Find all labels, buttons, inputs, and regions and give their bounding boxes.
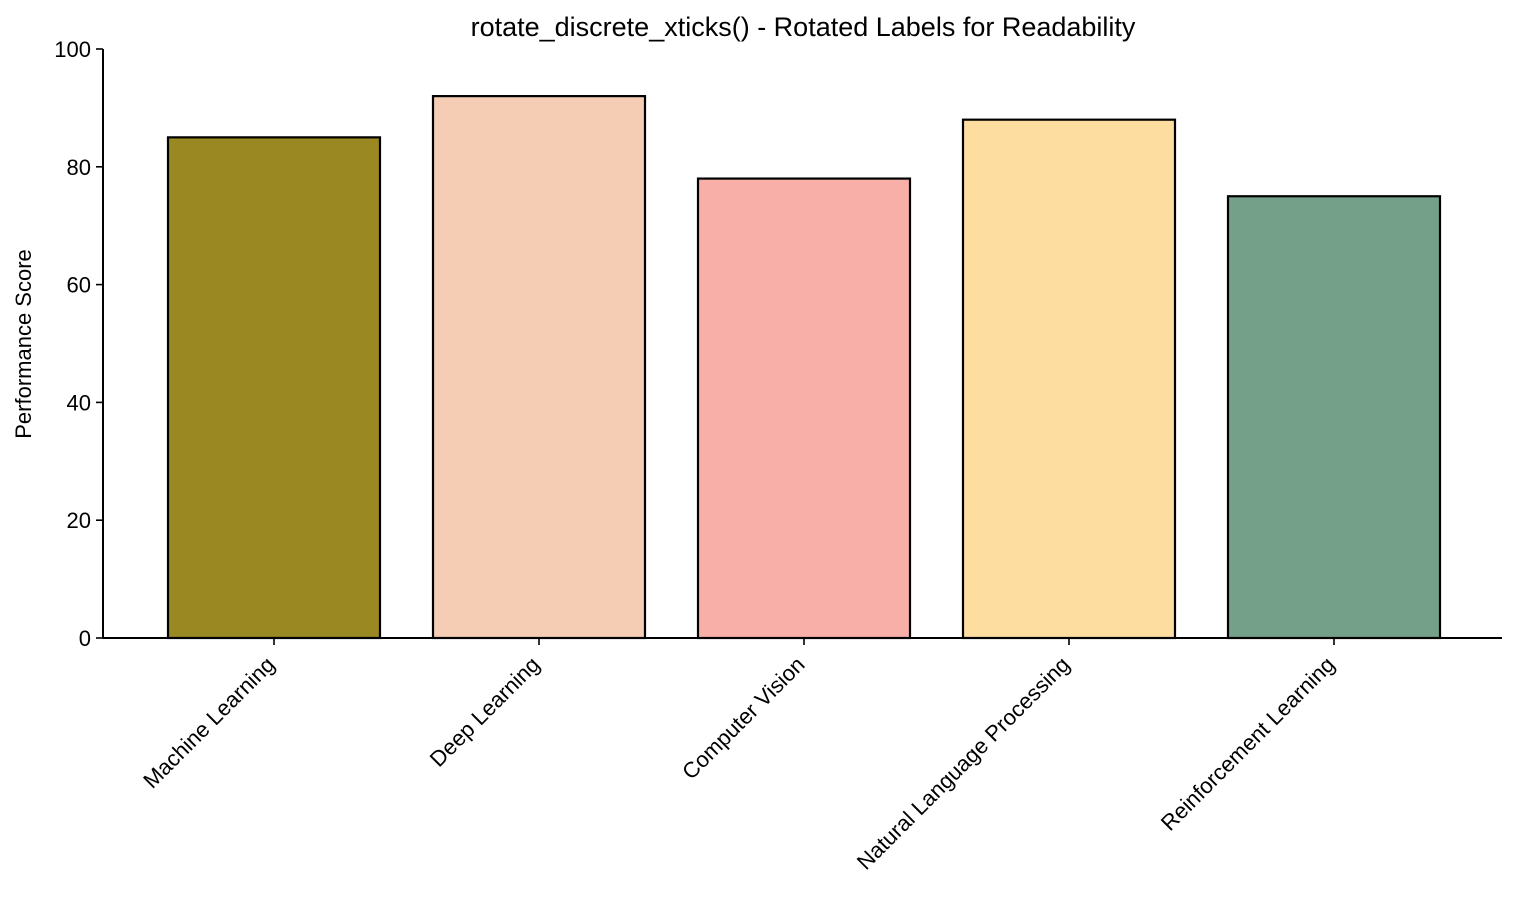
x-tick-label: Deep Learning [425,652,545,772]
x-tick-label: Machine Learning [138,652,279,793]
y-tick-label: 40 [67,390,91,415]
x-axis-ticks: Machine Learning Deep Learning Computer Vi… [138,638,1340,875]
bar [431,95,647,640]
x-tick-label: Computer Vision [677,652,809,784]
bar [961,118,1177,640]
y-tick-label: 20 [67,508,91,533]
y-tick-label: 0 [79,626,91,651]
y-tick-label: 80 [67,155,91,180]
chart-title: rotate_discrete_xticks() - Rotated Label… [471,12,1136,42]
y-axis-label: Performance Score [11,249,36,439]
bars-group [166,95,1442,640]
x-tick-label: Reinforcement Learning [1156,652,1340,836]
bar [696,177,912,640]
x-tick-label: Natural Language Processing [852,652,1075,875]
bar [1226,195,1442,640]
y-axis-ticks: 0 20 40 60 80 100 [54,37,103,651]
bar [166,136,382,640]
y-tick-label: 100 [54,37,91,62]
y-tick-label: 60 [67,273,91,298]
